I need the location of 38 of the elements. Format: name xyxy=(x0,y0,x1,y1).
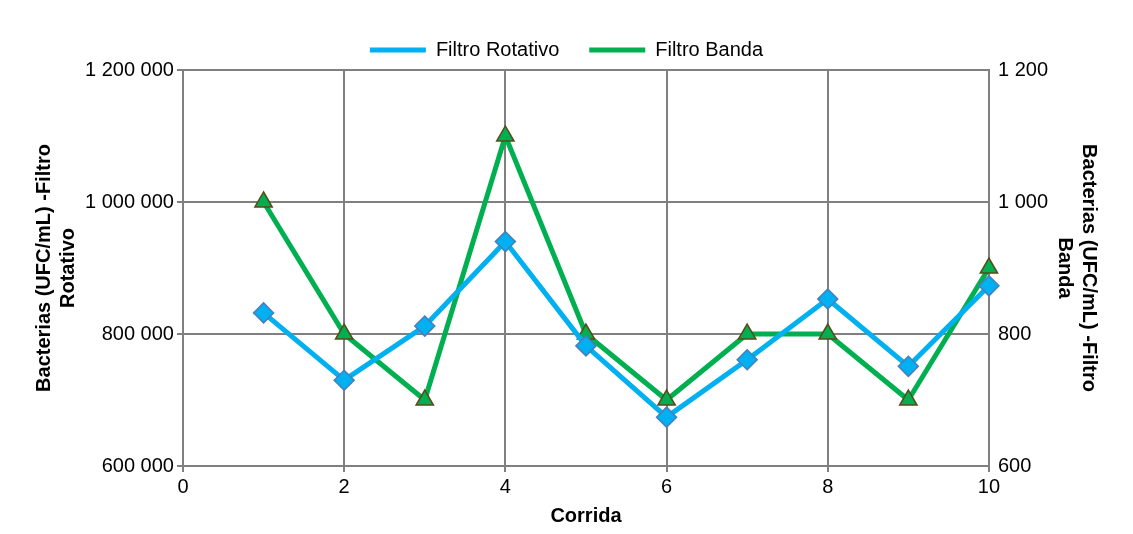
y-tick-label: 800 000 xyxy=(101,321,174,344)
point xyxy=(978,275,1000,297)
x-tick-label: 8 xyxy=(822,474,834,497)
legend-label: Filtro Banda xyxy=(655,37,764,60)
x-tick-label: 10 xyxy=(977,474,1001,497)
y2-tick-label: 1 200 xyxy=(997,57,1049,80)
point xyxy=(575,335,597,357)
point xyxy=(818,323,838,340)
point xyxy=(898,389,918,406)
y2-axis-title: Bacterias (UFC/mL) -Filtro Banda xyxy=(1055,144,1102,392)
y-axis-title: Bacterias (UFC/mL) -Filtro Rotativo xyxy=(31,144,78,392)
point xyxy=(737,323,757,340)
point xyxy=(252,302,275,324)
point xyxy=(334,323,354,340)
point xyxy=(254,191,273,208)
y-tick-label: 600 000 xyxy=(101,453,174,476)
point xyxy=(495,125,515,142)
y2-tick-label: 800 xyxy=(997,321,1032,344)
point xyxy=(655,406,678,428)
x-tick-label: 2 xyxy=(338,474,350,497)
point xyxy=(494,230,517,253)
y2-tick-label: 1 000 xyxy=(997,189,1049,212)
point xyxy=(657,389,676,406)
y-tick-label: 1 000 000 xyxy=(84,189,174,212)
point xyxy=(897,355,920,378)
x-tick-label: 6 xyxy=(661,474,673,497)
point xyxy=(414,315,436,337)
x-axis-title: Corrida xyxy=(550,503,623,526)
y-tick-label: 1 200 000 xyxy=(84,57,174,80)
point xyxy=(817,288,839,310)
legend-label: Filtro Rotativo xyxy=(435,37,560,60)
point xyxy=(979,257,999,274)
point xyxy=(415,389,435,406)
point xyxy=(333,369,355,391)
y2-tick-label: 600 xyxy=(997,453,1032,476)
x-tick-label: 4 xyxy=(499,474,511,497)
x-tick-label: 0 xyxy=(177,474,189,497)
point xyxy=(736,348,758,371)
